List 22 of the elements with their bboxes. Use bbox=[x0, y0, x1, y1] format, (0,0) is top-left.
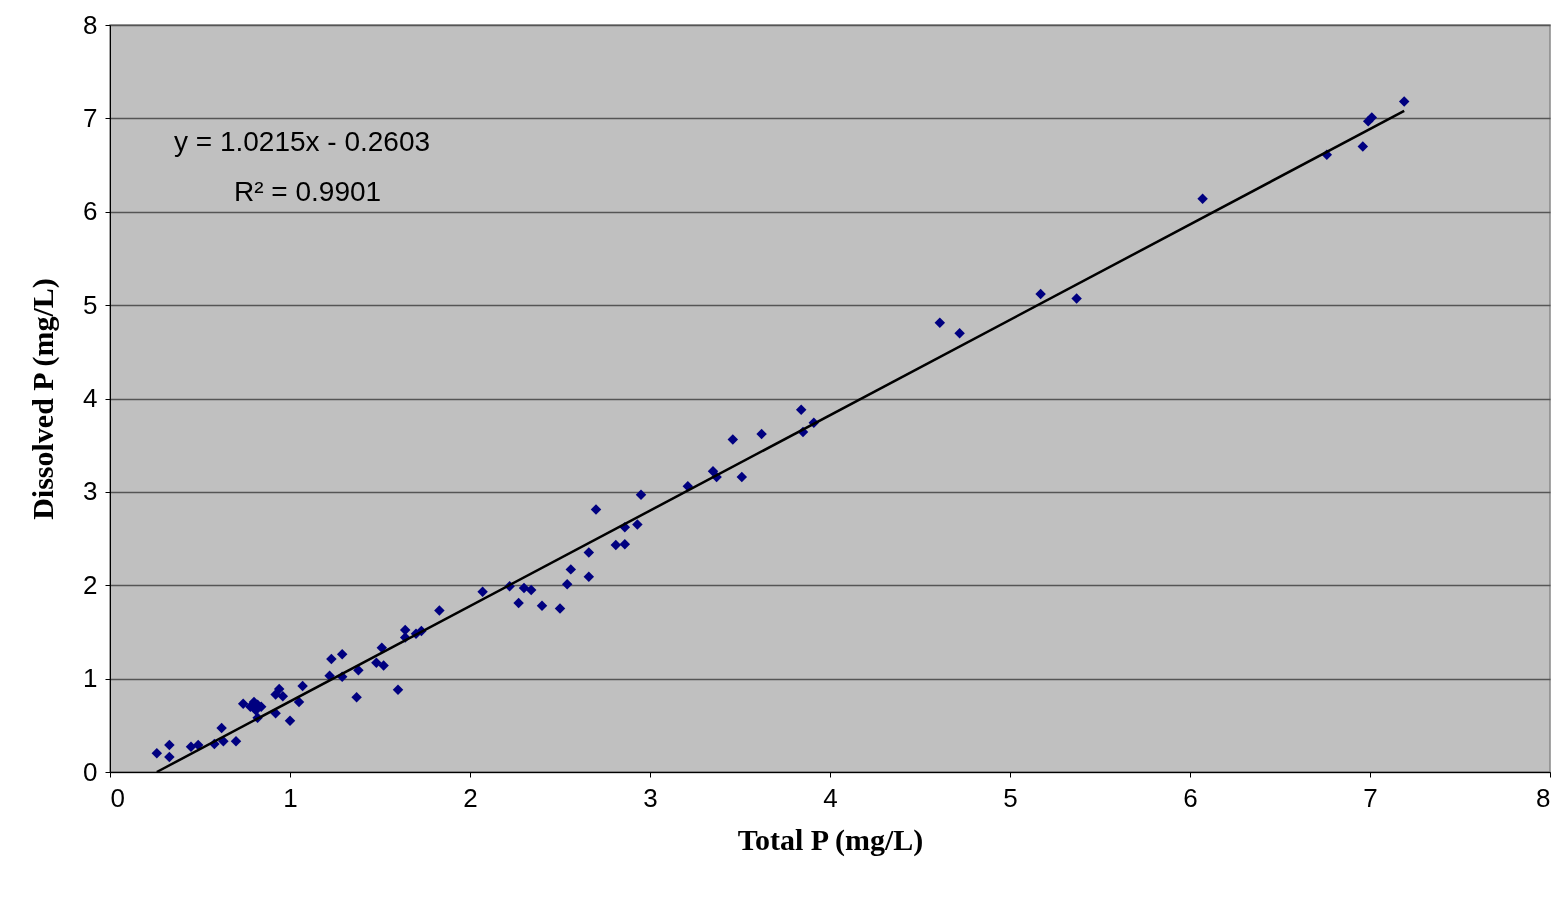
y-tick-label: 3 bbox=[83, 476, 98, 507]
y-tick-label: 7 bbox=[83, 102, 98, 133]
x-tick-label: 5 bbox=[1003, 782, 1018, 813]
y-tick-label: 6 bbox=[83, 196, 98, 227]
y-tick-label: 8 bbox=[83, 9, 98, 40]
y-tick-label: 4 bbox=[83, 383, 98, 413]
x-tick-label: 0 bbox=[110, 782, 125, 813]
x-tick-label: 8 bbox=[1536, 782, 1551, 813]
y-tick-label: 1 bbox=[83, 663, 98, 694]
y-tick-label: 2 bbox=[83, 569, 98, 600]
x-tick-label: 6 bbox=[1183, 782, 1198, 813]
y-tick-label: 0 bbox=[83, 756, 98, 787]
x-tick-label: 1 bbox=[283, 782, 298, 813]
x-tick-label: 4 bbox=[823, 782, 838, 813]
annotation: R² = 0.9901 bbox=[234, 176, 382, 207]
y-axis-title: Dissolved P (mg/L) bbox=[26, 278, 61, 520]
x-tick-label: 2 bbox=[463, 782, 478, 813]
y-tick-label: 5 bbox=[83, 289, 98, 320]
annotation: y = 1.0215x - 0.2603 bbox=[174, 126, 431, 157]
x-axis-title: Total P (mg/L) bbox=[737, 822, 924, 857]
x-tick-label: 3 bbox=[643, 782, 658, 813]
x-tick-label: 7 bbox=[1363, 782, 1378, 813]
